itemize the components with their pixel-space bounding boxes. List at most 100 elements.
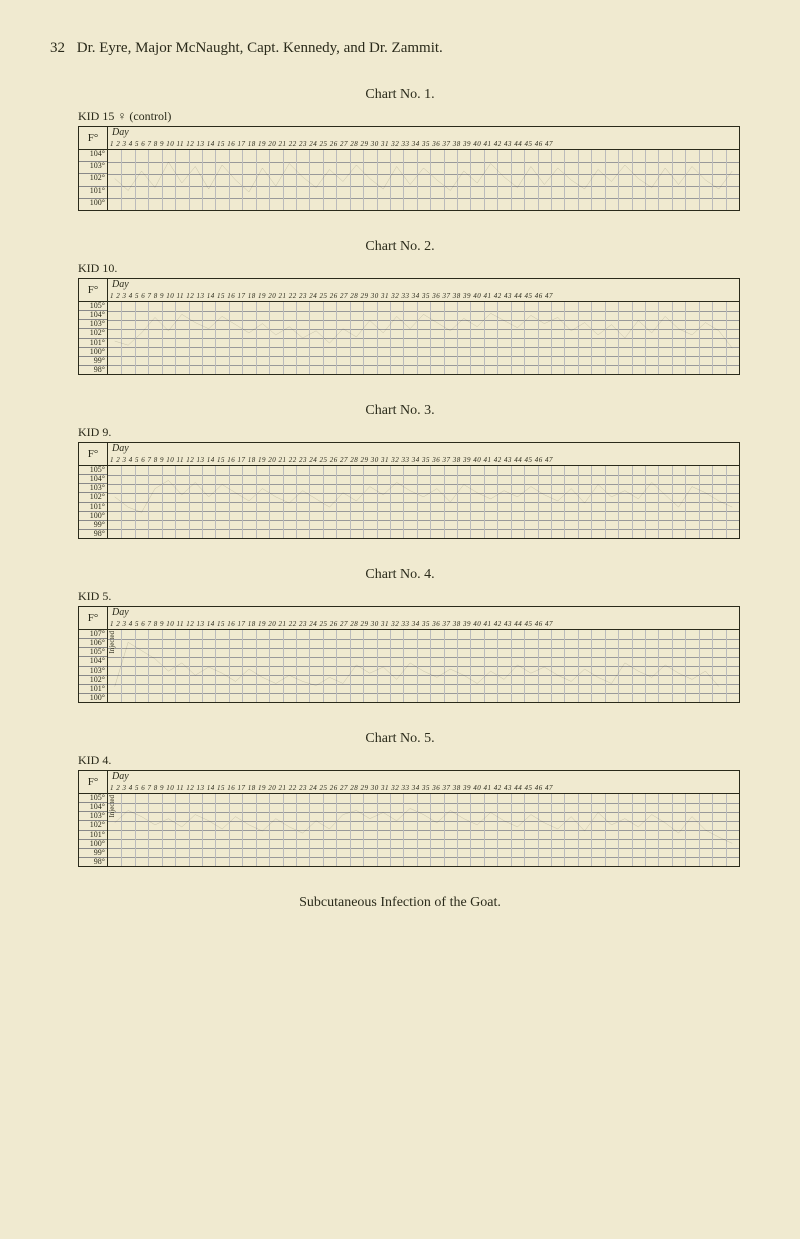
chart-block: Chart No. 2. KID 10. F°Day1 2 3 4 5 6 7 8 …: [50, 239, 750, 375]
injected-label: Injected: [108, 631, 116, 654]
y-tick: 101°: [79, 830, 107, 839]
y-tick: 104°: [79, 310, 107, 319]
y-tick: 99°: [79, 356, 107, 365]
y-tick: 107°: [79, 630, 107, 638]
y-tick: 99°: [79, 848, 107, 857]
y-tick: 105°: [79, 302, 107, 310]
day-ticks: 1 2 3 4 5 6 7 8 9 10 11 12 13 14 15 16 1…: [108, 784, 739, 792]
day-ticks: 1 2 3 4 5 6 7 8 9 10 11 12 13 14 15 16 1…: [108, 140, 739, 148]
plot-area: 104°103°102°101°100°: [79, 150, 739, 210]
chart-frame: F° Day 1 2 3 4 5 6 7 8 9 10 11 12 13 14 15…: [78, 126, 740, 211]
y-tick: 106°: [79, 638, 107, 647]
day-axis-cell: Day 1 2 3 4 5 6 7 8 9 10 11 12 13 14 15 1…: [108, 443, 739, 465]
kid-label: KID 15 ♀ (control): [78, 109, 750, 124]
chart-title: Chart No. 5.: [50, 731, 750, 747]
y-axis: 105°104°103°102°101°100°99°98°: [79, 794, 108, 866]
y-tick: 102°: [79, 328, 107, 337]
f-degree-label: F°: [79, 279, 108, 301]
f-degree-label: F°: [79, 443, 108, 465]
day-label: Day: [112, 771, 129, 782]
y-tick: 103°: [79, 161, 107, 173]
y-tick: 98°: [79, 365, 107, 374]
footer-caption: Subcutaneous Infection of the Goat.: [50, 895, 750, 911]
chart-frame: F°Day1 2 3 4 5 6 7 8 9 10 11 12 13 14 15…: [78, 278, 740, 375]
y-tick: 103°: [79, 811, 107, 820]
y-tick: 100°: [79, 511, 107, 520]
y-tick: 102°: [79, 492, 107, 501]
day-axis-cell: Day 1 2 3 4 5 6 7 8 9 10 11 12 13 14 15 1…: [108, 607, 739, 629]
grid: [108, 302, 739, 374]
temperature-trace: [108, 466, 739, 538]
chart-title: Chart No. 1.: [50, 87, 750, 103]
day-axis-cell: Day 1 2 3 4 5 6 7 8 9 10 11 12 13 14 15 1…: [108, 127, 739, 149]
axis-header: F° Day 1 2 3 4 5 6 7 8 9 10 11 12 13 14 15…: [79, 443, 739, 466]
axis-header: F° Day 1 2 3 4 5 6 7 8 9 10 11 12 13 14 15…: [79, 607, 739, 630]
chart-title: Chart No. 2.: [50, 239, 750, 255]
day-ticks: 1 2 3 4 5 6 7 8 9 10 11 12 13 14 15 16 1…: [108, 620, 739, 628]
day-label: Day: [112, 607, 129, 618]
y-tick: 100°: [79, 198, 107, 210]
chart-block: Chart No. 4.KID 5.F°Day1 2 3 4 5 6 7 8 9…: [50, 567, 750, 703]
temperature-trace: [108, 150, 739, 210]
chart-block: Chart No. 5. KID 4. F° Day 1 2 3 4 5 6 7 8 9…: [50, 731, 750, 867]
axis-header: F° Day 1 2 3 4 5 6 7 8 9 10 11 12 13 14 15…: [79, 127, 739, 150]
y-tick: 102°: [79, 675, 107, 684]
y-axis: 105°104°103°102°101°100°99°98°: [79, 302, 108, 374]
grid: [108, 630, 739, 702]
plot-area: 105°104°103°102°101°100°99°98°: [79, 302, 739, 374]
y-tick: 98°: [79, 857, 107, 866]
temperature-trace: [108, 302, 739, 374]
kid-label: KID 4.: [78, 753, 750, 768]
day-label: Day: [112, 443, 129, 454]
y-tick: 100°: [79, 347, 107, 356]
y-axis: 104°103°102°101°100°: [79, 150, 108, 210]
injected-label: Injected: [108, 795, 116, 818]
y-tick: 101°: [79, 186, 107, 198]
chart-block: Chart No. 3. KID 9. F° Day 1 2 3 4 5 6 7 8 9…: [50, 403, 750, 539]
kid-label: KID 9.: [78, 425, 750, 440]
chart-frame: F° Day 1 2 3 4 5 6 7 8 9 10 11 12 13 14 15…: [78, 770, 740, 867]
y-axis: 107°106°105°104°103°102°101°100°: [79, 630, 108, 702]
y-tick: 103°: [79, 483, 107, 492]
kid-label: KID 10.: [78, 261, 750, 276]
y-tick: 101°: [79, 502, 107, 511]
day-axis-cell: Day1 2 3 4 5 6 7 8 9 10 11 12 13 14 15 1…: [108, 279, 739, 301]
y-tick: 104°: [79, 656, 107, 665]
day-label: Day: [112, 127, 129, 138]
y-tick: 105°: [79, 794, 107, 802]
page-header: 32 Dr. Eyre, Major McNaught, Capt. Kenne…: [50, 40, 750, 57]
y-tick: 103°: [79, 319, 107, 328]
header-text: Dr. Eyre, Major McNaught, Capt. Kennedy,…: [77, 40, 443, 56]
y-tick: 99°: [79, 520, 107, 529]
chart-title: Chart No. 3.: [50, 403, 750, 419]
y-axis: 105°104°103°102°101°100°99°98°: [79, 466, 108, 538]
day-axis-cell: Day 1 2 3 4 5 6 7 8 9 10 11 12 13 14 15 1…: [108, 771, 739, 793]
f-degree-label: F°: [79, 607, 108, 629]
plot-area: 105°104°103°102°101°100°99°98°: [79, 794, 739, 866]
day-ticks: 1 2 3 4 5 6 7 8 9 10 11 12 13 14 15 16 1…: [108, 456, 739, 464]
temperature-trace: [108, 794, 739, 866]
y-tick: 100°: [79, 693, 107, 702]
y-tick: 104°: [79, 802, 107, 811]
y-tick: 101°: [79, 684, 107, 693]
chart-block: Chart No. 1. KID 15 ♀ (control) F° Day 1 2 3…: [50, 87, 750, 211]
axis-header: F°Day1 2 3 4 5 6 7 8 9 10 11 12 13 14 15…: [79, 279, 739, 302]
f-degree-label: F°: [79, 127, 108, 149]
page-number: 32: [50, 40, 65, 56]
f-degree-label: F°: [79, 771, 108, 793]
temperature-trace: [108, 630, 739, 702]
plot-area: 107°106°105°104°103°102°101°100°: [79, 630, 739, 702]
y-tick: 100°: [79, 839, 107, 848]
chart-frame: F° Day 1 2 3 4 5 6 7 8 9 10 11 12 13 14 15…: [78, 442, 740, 539]
y-tick: 102°: [79, 820, 107, 829]
y-tick: 103°: [79, 666, 107, 675]
day-ticks: 1 2 3 4 5 6 7 8 9 10 11 12 13 14 15 16 1…: [108, 292, 739, 300]
kid-label: KID 5.: [78, 589, 750, 604]
y-tick: 105°: [79, 647, 107, 656]
y-tick: 105°: [79, 466, 107, 474]
charts-container: Chart No. 1.KID 15 ♀ (control)F°Day1 2 3…: [50, 87, 750, 867]
y-tick: 98°: [79, 529, 107, 538]
grid: [108, 150, 739, 210]
chart-frame: F° Day 1 2 3 4 5 6 7 8 9 10 11 12 13 14 15…: [78, 606, 740, 703]
grid: [108, 794, 739, 866]
